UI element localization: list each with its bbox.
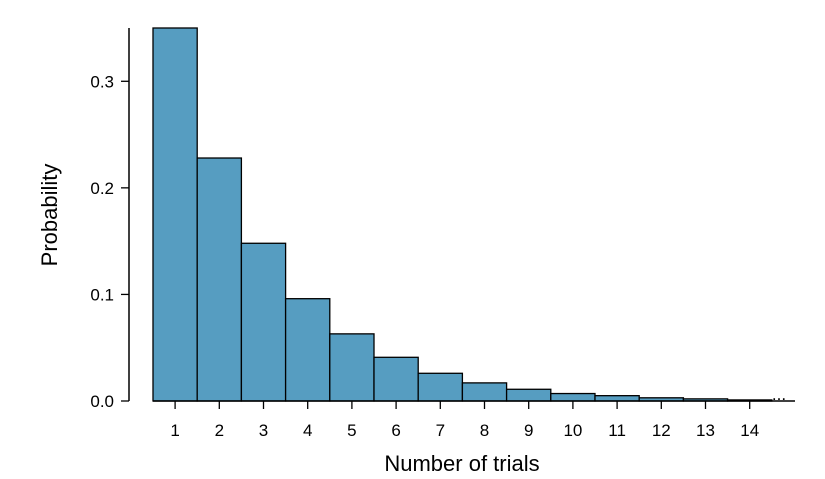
bar-1: [152, 27, 198, 402]
x-tick-label-7: 7: [436, 421, 445, 440]
x-tick-label-9: 9: [524, 421, 533, 440]
bar-10: [550, 392, 596, 402]
bar-2: [196, 157, 243, 402]
y-tick-label-3: 0.3: [90, 72, 114, 91]
continuation-marker: ...: [772, 385, 786, 404]
x-tick-label-1: 1: [170, 421, 179, 440]
x-axis-title: Number of trials: [384, 451, 539, 476]
bar-6: [373, 356, 419, 402]
y-tick-label-0: 0.0: [90, 392, 114, 411]
x-tick-label-4: 4: [303, 421, 312, 440]
bar-5: [329, 333, 375, 402]
bar-11: [594, 395, 640, 402]
y-tick-label-1: 0.1: [90, 285, 114, 304]
y-ticks-group: 0.0 0.1 0.2 0.3: [90, 72, 129, 411]
x-tick-label-5: 5: [347, 421, 356, 440]
x-tick-label-6: 6: [391, 421, 400, 440]
x-ticks-group: 1 2 3 4 5 6 7 8 9 10 11 12 13 14: [170, 401, 759, 440]
y-tick-label-2: 0.2: [90, 179, 114, 198]
bar-3: [240, 242, 287, 402]
x-tick-label-3: 3: [259, 421, 268, 440]
x-tick-label-14: 14: [740, 421, 759, 440]
bar-8: [461, 382, 508, 402]
bar-4: [284, 298, 331, 402]
bar-9: [505, 388, 552, 402]
x-tick-label-2: 2: [215, 421, 224, 440]
x-tick-label-13: 13: [696, 421, 715, 440]
x-tick-label-12: 12: [652, 421, 671, 440]
x-tick-label-8: 8: [480, 421, 489, 440]
x-tick-label-11: 11: [608, 421, 626, 440]
x-tick-label-10: 10: [563, 421, 582, 440]
bars-group: [152, 27, 773, 402]
bar-7: [417, 372, 464, 402]
y-axis-title: Probability: [37, 164, 62, 267]
